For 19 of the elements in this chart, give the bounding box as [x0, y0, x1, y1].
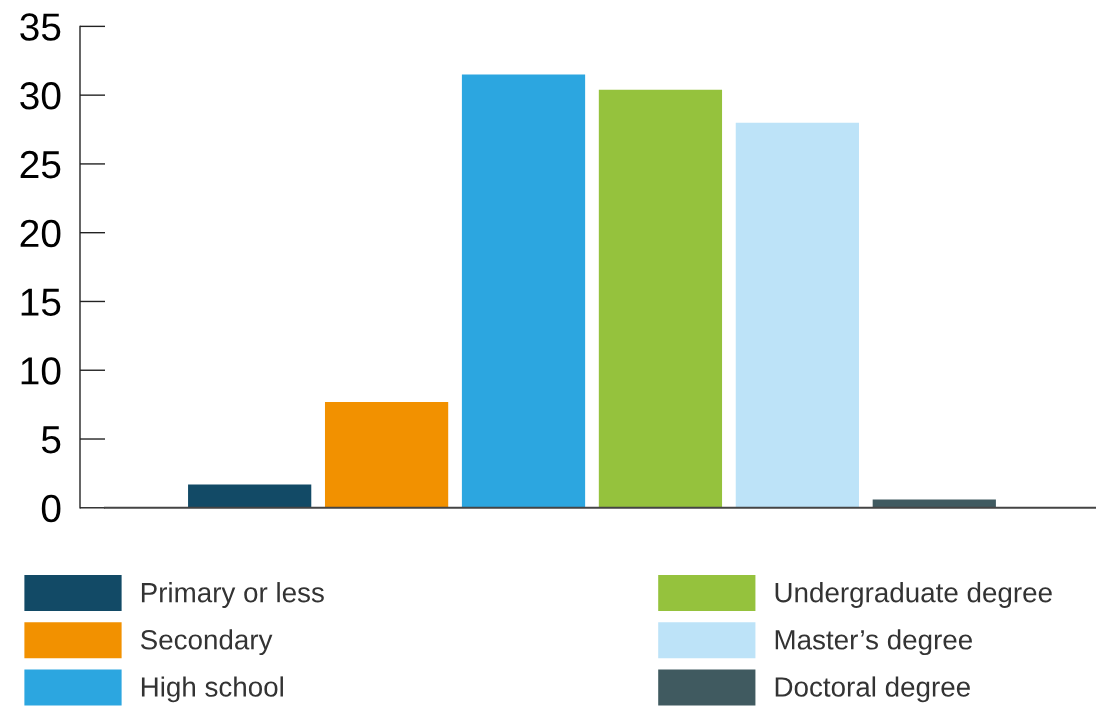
y-tick-label: 10: [21, 357, 61, 385]
bar: [598, 89, 723, 508]
y-tick-label: 35: [20, 13, 61, 41]
y-tick-label: 20: [20, 219, 61, 248]
y-tick-label: 5: [41, 426, 61, 454]
legend-label: Master’s degree: [775, 629, 972, 656]
bar: [461, 74, 586, 508]
legend-label: Undergraduate degree: [775, 582, 1052, 608]
bar: [188, 484, 312, 508]
legend-label: Secondary: [140, 629, 273, 656]
bar: [324, 401, 449, 508]
y-tick-label: 30: [20, 82, 61, 110]
bar: [735, 122, 859, 508]
y-tick-label: 0: [41, 494, 61, 523]
y-tick-label: 15: [21, 288, 61, 316]
legend-label: High school: [141, 676, 283, 703]
legend-label: Doctoral degree: [775, 676, 970, 703]
legend-label: Primary or less: [141, 582, 324, 608]
y-tick-label: 25: [20, 150, 61, 179]
